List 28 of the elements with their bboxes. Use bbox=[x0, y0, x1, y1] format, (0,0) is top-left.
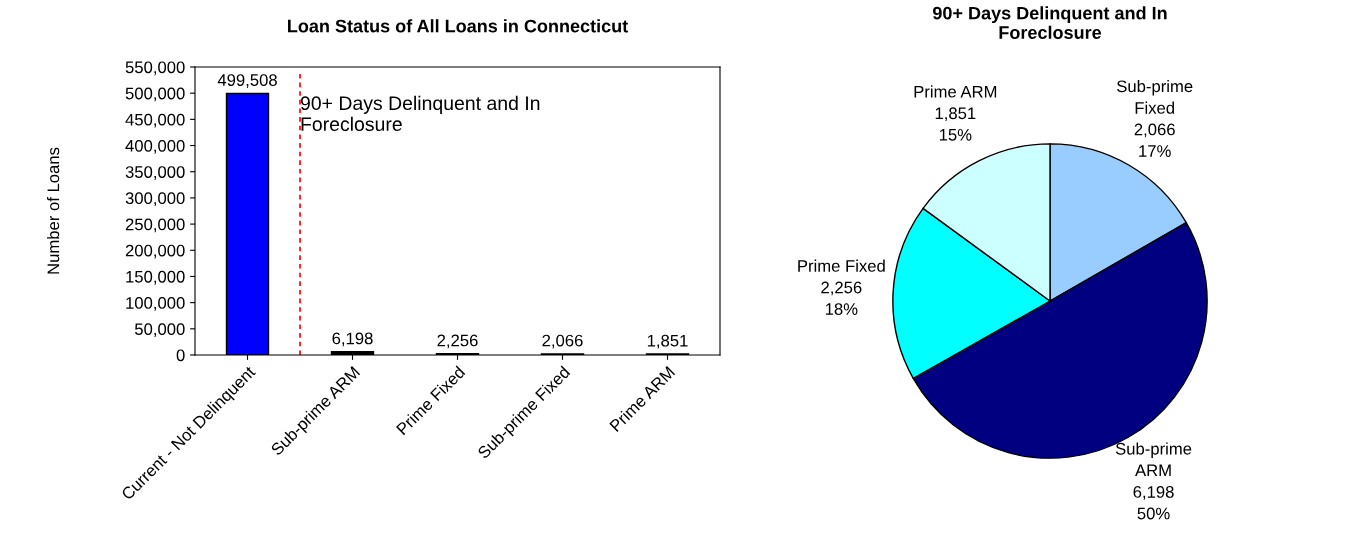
y-tick-label: 450,000 bbox=[125, 113, 185, 128]
data-label: 6,198 bbox=[332, 332, 373, 347]
chart-title: Loan Status of All Loans in Connecticut bbox=[288, 19, 628, 33]
y-tick-label: 300,000 bbox=[125, 192, 185, 207]
y-tick-label: 0 bbox=[176, 349, 185, 362]
y-axis-title: Number of Loans bbox=[47, 147, 60, 274]
data-label: 1,851 15% bbox=[935, 107, 976, 141]
slice-label: Prime ARM bbox=[914, 85, 997, 98]
data-label: 499,508 bbox=[217, 74, 277, 88]
y-tick-label: 150,000 bbox=[126, 270, 185, 285]
y-tick-label: 250,000 bbox=[125, 218, 185, 233]
annotation: 90+ Days Delinquent and In Foreclosure bbox=[300, 95, 540, 132]
data-label: 2,256 bbox=[437, 334, 478, 349]
chart-title: 90+ Days Delinquent and In Foreclosure bbox=[932, 6, 1167, 39]
y-tick-label: 400,000 bbox=[125, 139, 185, 154]
y-tick-label: 200,000 bbox=[125, 244, 185, 259]
y-tick-label: 50,000 bbox=[134, 323, 185, 337]
y-tick-label: 350,000 bbox=[125, 166, 185, 180]
slice-label: Sub-prime Fixed bbox=[1117, 79, 1193, 114]
y-tick-label: 100,000 bbox=[126, 297, 185, 311]
y-tick-label: 550,000 bbox=[125, 61, 185, 76]
data-label: 2,066 bbox=[542, 334, 583, 349]
y-tick-label: 500,000 bbox=[125, 87, 185, 102]
slice-label: Prime Fixed bbox=[798, 259, 885, 272]
data-label: 1,851 bbox=[647, 334, 688, 349]
data-label: 6,198 50% bbox=[1133, 486, 1174, 520]
data-label: 2,256 18% bbox=[821, 281, 862, 315]
data-label: 2,066 17% bbox=[1134, 123, 1175, 157]
